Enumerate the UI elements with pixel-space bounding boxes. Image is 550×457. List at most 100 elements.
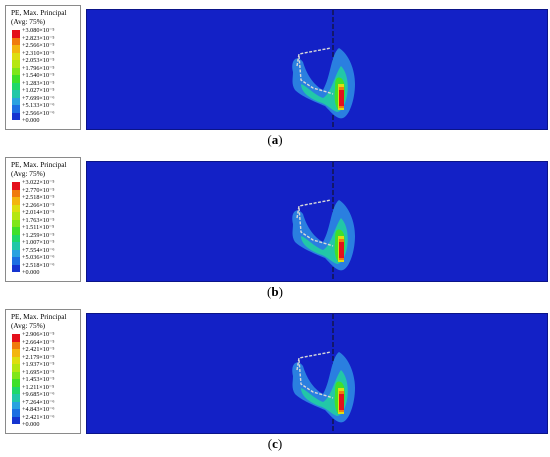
legend-swatch: [12, 189, 20, 197]
legend-swatch: [12, 349, 20, 357]
legend-swatch: [12, 82, 20, 90]
legend-value: +1.511×10⁻⁵: [22, 224, 55, 231]
legend-value: +5.133×10⁻⁶: [22, 102, 55, 109]
crack-path: [296, 351, 334, 399]
legend-swatch: [12, 90, 20, 98]
legend-swatch: [12, 379, 20, 387]
legend-value: +2.310×10⁻⁵: [22, 49, 55, 57]
contour-plot: [86, 313, 548, 434]
contour-legend: PE, Max. Principal (Avg: 75%) +3.022×10⁻…: [5, 157, 81, 282]
contour-plot: [86, 161, 548, 282]
panel-caption: (b): [267, 284, 283, 299]
contour-region-peak: [339, 394, 344, 410]
contour-field: [292, 162, 355, 281]
legend-value: +0.000: [22, 117, 40, 124]
legend-value: +7.554×10⁻⁶: [22, 246, 55, 254]
legend-swatch: [12, 341, 20, 349]
legend-value-list: +3.080×10⁻⁵ +2.823×10⁻⁵ +2.566×10⁻⁵ +2.3…: [22, 27, 55, 125]
legend-swatch: [12, 45, 20, 53]
caption-label: c: [272, 436, 278, 451]
legend-swatch: [12, 386, 20, 394]
figure-panel-a: PE, Max. Principal (Avg: 75%) +3.080×10⁻…: [0, 0, 550, 152]
legend-value: +0.000: [22, 421, 40, 428]
contour-field: [292, 10, 355, 129]
legend-color-bar: [12, 182, 20, 272]
legend-swatch: [12, 105, 20, 113]
legend-title-line2: (Avg: 75%): [11, 16, 46, 26]
legend-value: +3.080×10⁻⁵: [22, 27, 55, 34]
crack-path: [296, 199, 334, 247]
contour-region-peak: [339, 90, 344, 106]
legend-value: +5.036×10⁻⁶: [22, 254, 55, 261]
legend-value: +4.843×10⁻⁶: [22, 406, 55, 413]
legend-swatch: [12, 371, 20, 379]
legend-value: +9.685×10⁻⁶: [22, 391, 55, 398]
legend-swatch: [12, 334, 20, 342]
legend-title: PE, Max. Principal (Avg: 75%): [11, 8, 67, 26]
contour-plot: [86, 9, 548, 130]
legend-swatch: [12, 401, 20, 409]
legend-value: +1.763×10⁻⁵: [22, 216, 55, 224]
legend-value: +1.283×10⁻⁵: [22, 79, 55, 87]
legend-swatch: [12, 227, 20, 235]
legend-value: +1.695×10⁻⁵: [22, 368, 55, 376]
legend-swatch: [12, 60, 20, 68]
caption-label: a: [271, 132, 279, 147]
legend-value: +7.699×10⁻⁶: [22, 94, 55, 102]
legend-value: +1.453×10⁻⁵: [22, 376, 55, 383]
legend-title-line2: (Avg: 75%): [11, 320, 46, 330]
caption-label: b: [271, 284, 279, 299]
legend-title: PE, Max. Principal (Avg: 75%): [11, 312, 67, 330]
legend-swatch: [12, 37, 20, 45]
legend-value: +2.421×10⁻⁶: [22, 413, 55, 421]
legend-value: +2.053×10⁻⁵: [22, 57, 55, 64]
crack-path: [296, 47, 334, 95]
legend-title: PE, Max. Principal (Avg: 75%): [11, 160, 67, 178]
contour-field: [292, 314, 355, 433]
legend-swatch: [12, 356, 20, 364]
legend-swatch: [12, 212, 20, 220]
legend-swatch: [12, 249, 20, 257]
panel-caption: (c): [267, 436, 283, 451]
legend-swatch: [12, 242, 20, 250]
legend-swatch: [12, 416, 20, 424]
legend-value: +3.022×10⁻⁵: [22, 179, 55, 186]
legend-value-list: +2.906×10⁻⁵ +2.664×10⁻⁵ +2.421×10⁻⁵ +2.1…: [22, 331, 55, 429]
legend-swatch: [12, 67, 20, 75]
legend-color-bar: [12, 334, 20, 424]
legend-swatch: [12, 30, 20, 38]
legend-title-line1: PE, Max. Principal: [11, 8, 67, 17]
legend-value: +2.823×10⁻⁵: [22, 34, 55, 42]
legend-swatch: [12, 364, 20, 372]
legend-swatch: [12, 409, 20, 417]
legend-swatch: [12, 257, 20, 265]
legend-value: +2.664×10⁻⁵: [22, 338, 55, 346]
legend-value: +1.540×10⁻⁵: [22, 72, 55, 79]
legend-swatch: [12, 394, 20, 402]
legend-title-line1: PE, Max. Principal: [11, 160, 67, 169]
legend-value: +1.259×10⁻⁵: [22, 231, 55, 239]
legend-value-list: +3.022×10⁻⁵ +2.770×10⁻⁵ +2.518×10⁻⁵ +2.2…: [22, 179, 55, 277]
legend-title-line1: PE, Max. Principal: [11, 312, 67, 321]
legend-value: +1.007×10⁻⁵: [22, 239, 55, 246]
legend-swatch: [12, 182, 20, 190]
legend-value: +2.179×10⁻⁵: [22, 353, 55, 361]
legend-value: +1.937×10⁻⁵: [22, 361, 55, 368]
legend-value: +2.421×10⁻⁵: [22, 346, 55, 353]
legend-swatch: [12, 219, 20, 227]
legend-value: +2.266×10⁻⁵: [22, 201, 55, 209]
legend-swatch: [12, 112, 20, 120]
legend-title-line2: (Avg: 75%): [11, 168, 46, 178]
legend-swatch: [12, 97, 20, 105]
legend-swatch: [12, 264, 20, 272]
legend-swatch: [12, 234, 20, 242]
contour-legend: PE, Max. Principal (Avg: 75%) +2.906×10⁻…: [5, 309, 81, 434]
legend-value: +2.518×10⁻⁶: [22, 261, 55, 269]
legend-value: +2.566×10⁻⁶: [22, 109, 55, 117]
legend-value: +1.211×10⁻⁵: [22, 383, 55, 391]
legend-swatch: [12, 52, 20, 60]
legend-value: +2.906×10⁻⁵: [22, 331, 55, 338]
legend-swatch: [12, 204, 20, 212]
legend-value: +2.014×10⁻⁵: [22, 209, 55, 216]
legend-value: +7.264×10⁻⁶: [22, 398, 55, 406]
